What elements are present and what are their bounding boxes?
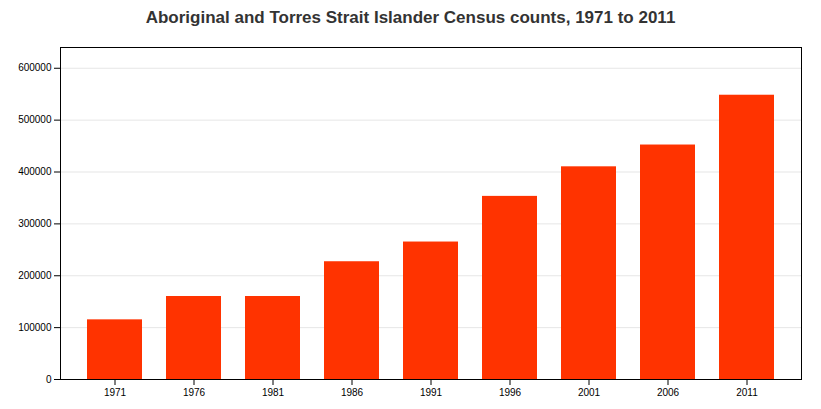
svg-text:1991: 1991 bbox=[420, 387, 443, 398]
svg-text:600000: 600000 bbox=[18, 62, 52, 73]
svg-text:1981: 1981 bbox=[262, 387, 285, 398]
svg-text:2011: 2011 bbox=[736, 387, 758, 398]
svg-text:200000: 200000 bbox=[18, 270, 52, 281]
svg-text:1971: 1971 bbox=[104, 387, 127, 398]
svg-text:1986: 1986 bbox=[341, 387, 364, 398]
svg-text:500000: 500000 bbox=[18, 114, 52, 125]
svg-text:2006: 2006 bbox=[657, 387, 680, 398]
svg-text:1996: 1996 bbox=[499, 387, 522, 398]
html-text:Aboriginal and Torres Strait I: Aboriginal and Torres Strait Islander Ce… bbox=[145, 8, 676, 27]
svg-text:2001: 2001 bbox=[578, 387, 601, 398]
svg-text:1976: 1976 bbox=[183, 387, 206, 398]
svg-text:300000: 300000 bbox=[18, 218, 52, 229]
svg-text:100000: 100000 bbox=[18, 322, 52, 333]
svg-text:400000: 400000 bbox=[18, 166, 52, 177]
svg-text:0: 0 bbox=[46, 374, 52, 385]
